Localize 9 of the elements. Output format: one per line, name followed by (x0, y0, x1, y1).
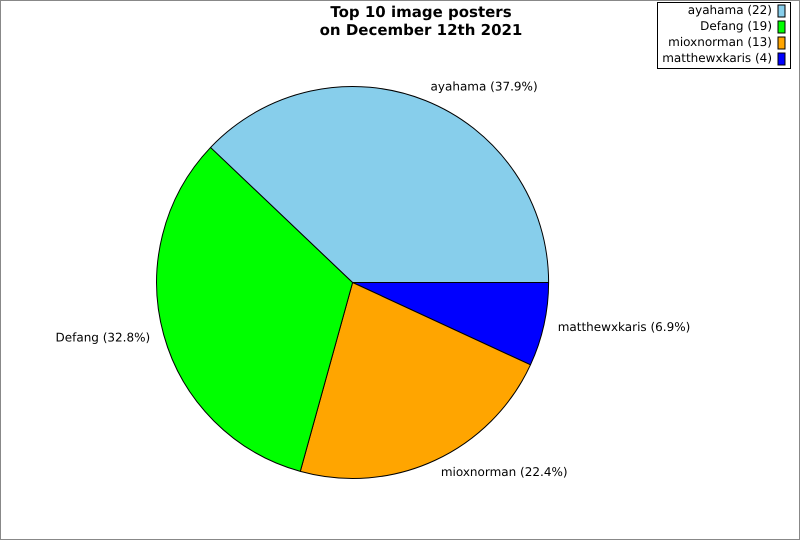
legend-label: mioxnorman (13) (668, 35, 772, 50)
legend-label: ayahama (22) (688, 3, 772, 18)
data-label: Defang (32.8%) (55, 330, 150, 345)
data-label: mioxnorman (22.4%) (440, 465, 568, 480)
legend-label: matthewxkaris (4) (662, 51, 772, 66)
data-label: ayahama (37.9%) (430, 80, 538, 94)
legend-label: Defang (19) (700, 19, 772, 34)
data-label: matthewxkaris (6.9%) (558, 320, 690, 334)
text: Top 10 image posters on December 12th 2021 (320, 2, 522, 39)
